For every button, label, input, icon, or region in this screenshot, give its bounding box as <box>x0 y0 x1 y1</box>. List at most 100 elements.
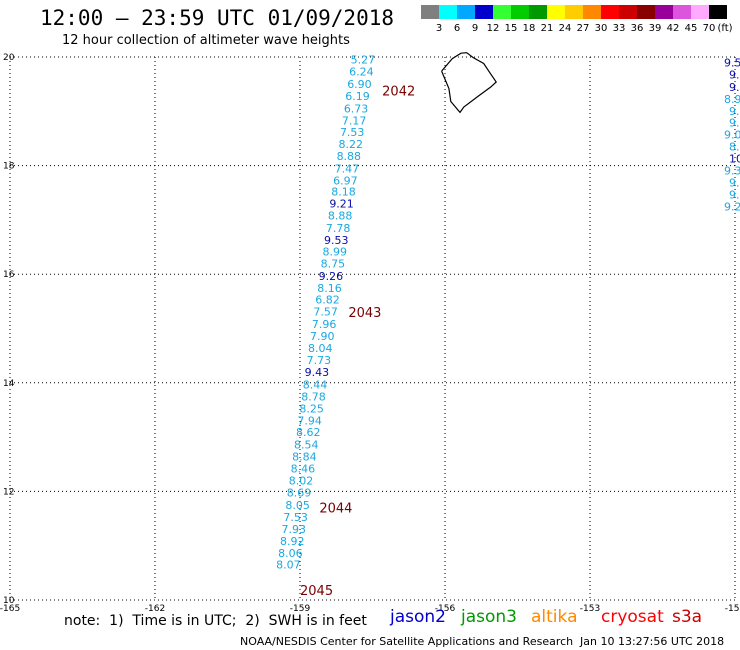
legend-swatch <box>493 5 511 19</box>
legend-swatch <box>511 5 529 19</box>
wave-height-label: 8.99 <box>323 245 348 258</box>
wave-height-label: 7.93 <box>281 523 306 536</box>
legend-swatch <box>475 5 493 19</box>
wave-height-label: 9.53 <box>324 234 349 247</box>
wave-height-label: 9.26 <box>319 270 344 283</box>
wave-height-label: 7.53 <box>340 126 365 139</box>
legend-label: 36 <box>630 23 644 34</box>
edge-wave-height-label: 9.5 <box>724 56 740 69</box>
legend-label: 27 <box>576 23 590 34</box>
map-subtitle: 12 hour collection of altimeter wave hei… <box>62 33 350 48</box>
legend-swatch <box>619 5 637 19</box>
satellite-name-s3a: s3a <box>672 607 703 627</box>
legend-label: 12 <box>486 23 500 34</box>
legend-swatch <box>709 5 727 19</box>
legend-swatch <box>601 5 619 19</box>
edge-wave-height-label: 9.2 <box>729 117 740 130</box>
lon-tick-label: -150 <box>725 604 740 614</box>
legend-swatch <box>421 5 439 19</box>
wave-height-label: 9.21 <box>329 198 354 211</box>
edge-wave-height-label: 9.3 <box>729 81 740 94</box>
edge-wave-height-label: 9.1 <box>729 176 740 189</box>
satellite-name-jason3: jason3 <box>461 607 517 627</box>
wave-height-label: 8.04 <box>308 342 333 355</box>
lat-tick-label: 12 <box>3 487 14 497</box>
satellite-name-cryosat: cryosat <box>601 607 664 627</box>
credit-line: NOAA/NESDIS Center for Satellite Applica… <box>240 635 574 648</box>
edge-wave-height-label: 9.1 <box>729 105 740 118</box>
legend-label: 18 <box>522 23 536 34</box>
wave-height-label: 7.17 <box>342 115 367 128</box>
wave-height-label: 7.94 <box>297 414 322 427</box>
edge-wave-height-label: 8.9 <box>724 93 740 106</box>
wave-height-label: 6.90 <box>347 78 372 91</box>
wave-height-label: 8.88 <box>337 150 362 163</box>
lat-tick-label: 16 <box>3 270 15 280</box>
legend-label: 6 <box>453 23 461 34</box>
wave-height-label: 6.19 <box>345 90 370 103</box>
legend-label: 42 <box>666 23 680 34</box>
lon-tick-label: -162 <box>145 604 165 614</box>
legend-label: 15 <box>504 23 518 34</box>
wave-height-label: 8.07 <box>276 559 301 572</box>
wave-height-label: 8.62 <box>296 426 321 439</box>
legend-label: 24 <box>558 23 572 34</box>
wave-height-label: 8.54 <box>294 439 319 452</box>
satellite-name-jason2: jason2 <box>390 607 446 627</box>
legend-swatch <box>439 5 457 19</box>
wave-height-label: 7.78 <box>326 222 351 235</box>
lon-tick-label: -156 <box>435 604 456 614</box>
legend-label: 9 <box>471 23 479 34</box>
wave-height-label: 6.82 <box>315 294 340 307</box>
legend-swatch <box>691 5 709 19</box>
wave-height-label: 6.97 <box>333 174 358 187</box>
edge-wave-height-label: 9.5 <box>729 188 740 201</box>
legend-label: 30 <box>594 23 608 34</box>
legend-swatch <box>565 5 583 19</box>
wave-height-label: 8.75 <box>321 257 346 270</box>
legend-label: 33 <box>612 23 626 34</box>
timestamp: Jan 10 13:27:56 UTC 2018 <box>580 635 725 648</box>
legend-label: 70 <box>702 23 716 34</box>
legend-swatch <box>583 5 601 19</box>
lat-tick-label: 20 <box>3 53 15 63</box>
legend-unit: (ft) <box>717 23 733 34</box>
footer-note: note: 1) Time is in UTC; 2) SWH is in fe… <box>64 613 367 629</box>
wave-height-label: 7.53 <box>283 511 308 524</box>
legend-swatch <box>529 5 547 19</box>
legend-swatch <box>637 5 655 19</box>
edge-wave-height-label: 9.0 <box>729 68 740 81</box>
edge-wave-height-label: 9.2 <box>724 200 740 213</box>
pass-number-label: 2044 <box>319 502 352 517</box>
legend-swatch <box>655 5 673 19</box>
wave-height-label: 8.25 <box>299 402 324 415</box>
edge-wave-height-label: 9.3 <box>724 164 740 177</box>
lon-tick-label: -159 <box>290 604 311 614</box>
wave-height-label: 8.84 <box>292 451 317 464</box>
wave-height-label: 7.47 <box>335 162 360 175</box>
wave-height-label: 8.06 <box>278 547 303 560</box>
pass-number-label: 2043 <box>348 306 381 321</box>
wave-height-label: 8.69 <box>287 486 312 499</box>
wave-height-label: 8.46 <box>291 463 316 476</box>
wave-height-label: 8.18 <box>331 186 356 199</box>
wave-height-label: 5.27 <box>351 54 376 67</box>
wave-height-label: 7.90 <box>310 330 335 343</box>
wave-height-label: 8.88 <box>328 210 353 223</box>
wave-height-label: 6.73 <box>344 103 369 116</box>
wave-height-label: 7.57 <box>313 306 338 319</box>
legend-label: 3 <box>435 23 443 34</box>
wave-height-label: 9.43 <box>305 366 330 379</box>
wave-height-label: 8.05 <box>285 499 310 512</box>
wave-height-label: 7.73 <box>307 354 332 367</box>
edge-wave-height-label: 9.0 <box>724 129 740 142</box>
pass-number-label: 2042 <box>382 85 415 100</box>
edge-wave-height-label: 10.1 <box>729 153 740 166</box>
legend-swatch <box>457 5 475 19</box>
legend-label: 45 <box>684 23 698 34</box>
wave-height-label: 7.96 <box>312 318 337 331</box>
satellite-name-altika: altika <box>531 607 578 627</box>
wave-height-label: 8.92 <box>280 535 305 548</box>
wave-height-label: 8.16 <box>317 282 342 295</box>
